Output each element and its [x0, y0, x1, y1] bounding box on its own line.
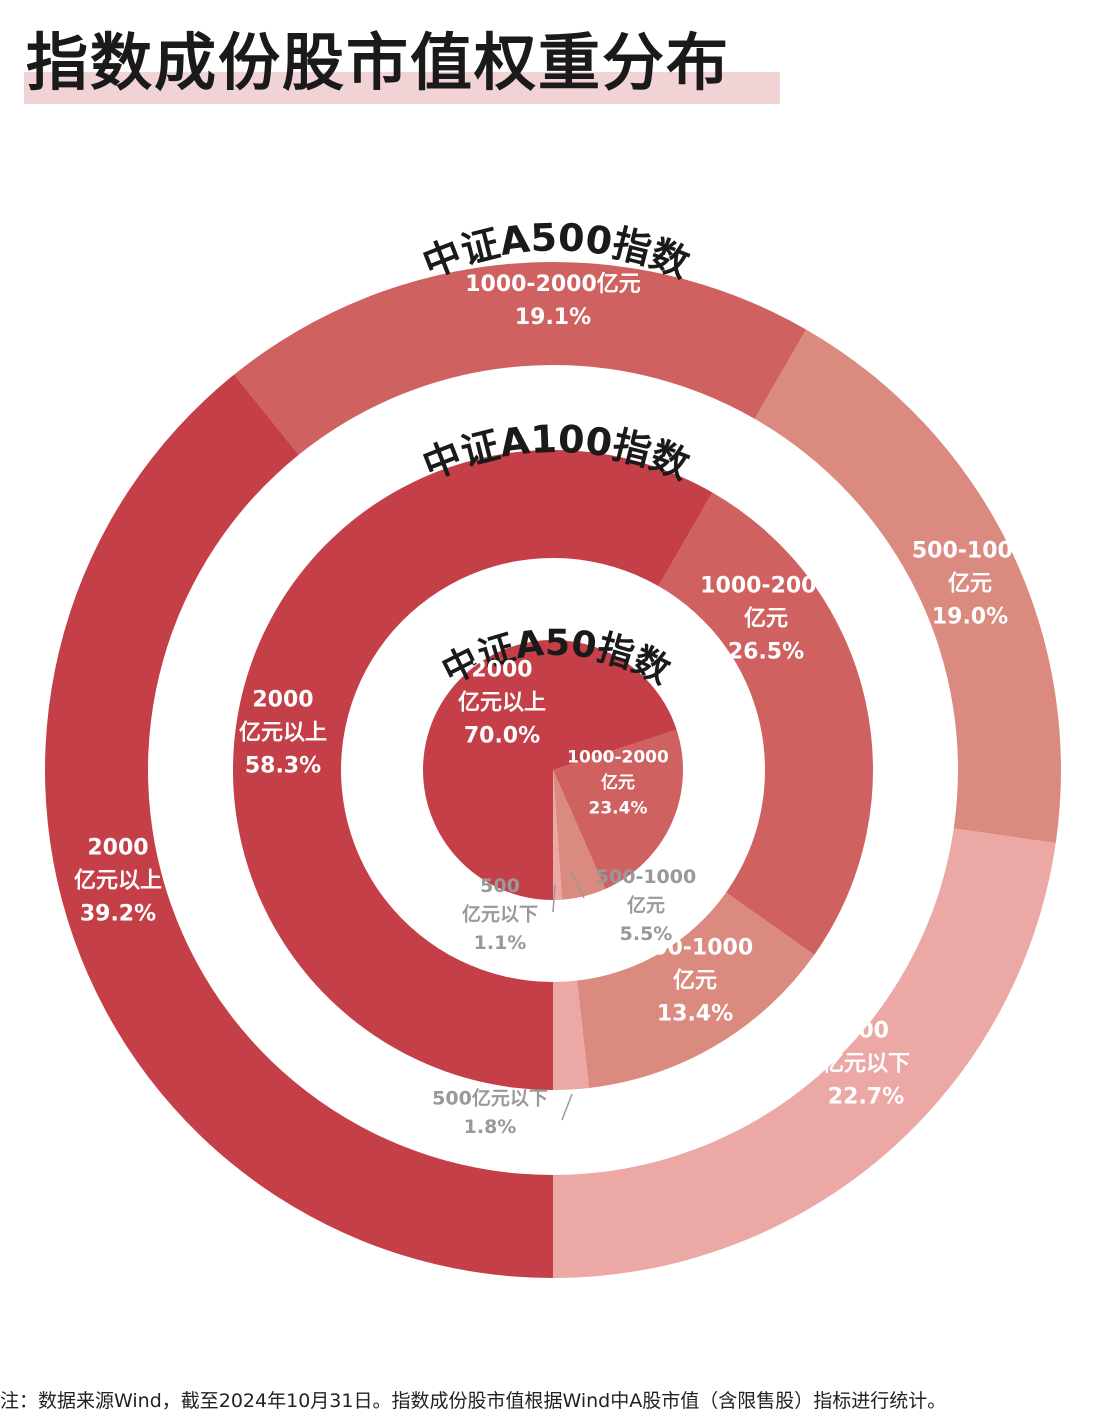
a100-slice-label-2-line-0: 500-1000 [637, 936, 753, 961]
a50-slice-label-2-line-0: 500-1000 [596, 866, 696, 888]
a500-slice-label-3-line-1: 亿元以下 [822, 1052, 910, 1077]
a50-slice-label-1-line-1: 亿元 [601, 772, 635, 793]
a50-slice-3 [553, 770, 562, 901]
a50-slice-1 [553, 729, 683, 889]
a500-slice-1 [234, 262, 807, 455]
a500-slice-3 [553, 828, 1056, 1278]
a100-slice-1 [658, 492, 873, 955]
a100-slice-3 [553, 980, 590, 1090]
a100-slice-0 [233, 449, 713, 1090]
a100-slice-label-0: 2000 亿元以上 58.3% [239, 688, 327, 779]
a50-slice-label-0-line-2: 70.0% [464, 724, 540, 749]
a500-slice-label-3-line-0: 500 [843, 1019, 889, 1044]
a500-slice-label-0-line-1: 亿元以上 [74, 869, 162, 894]
a100-slice-label-3-line-0: 500亿元以下 [432, 1086, 548, 1109]
a50-slice-label-2-line-1: 亿元 [627, 894, 665, 917]
page-title: 指数成份股市值权重分布 [26, 26, 731, 99]
a50-slice-label-0-line-1: 亿元以上 [458, 691, 546, 716]
a50-slice-label-1-line-0: 1000-2000 [567, 747, 669, 767]
title-underline [24, 72, 780, 104]
a500-slice-label-2-line-2: 19.0% [932, 605, 1008, 630]
a500-slice-label-3-line-2: 22.7% [828, 1085, 904, 1110]
a100-slice-label-3-line-1: 1.8% [464, 1116, 517, 1138]
leader-line-0 [561, 1093, 573, 1121]
a50-slice-label-0: 2000 亿元以上 70.0% [458, 658, 546, 749]
a100-slice-label-0-line-2: 58.3% [245, 754, 321, 779]
a500-slice-label-0: 2000 亿元以上 39.2% [74, 836, 162, 927]
a100-slice-label-1: 1000-2000 亿元 26.5% [700, 574, 832, 665]
a500-slice-0 [44, 374, 553, 1278]
leader-line-1 [569, 869, 585, 899]
a100-slice-2 [576, 892, 815, 1088]
a100-slice-label-2-line-1: 亿元 [673, 969, 717, 994]
a500-slice-label-0-line-2: 39.2% [80, 902, 156, 927]
a100-slice-label-1-line-0: 1000-2000 [700, 574, 832, 599]
a50-slice-0 [423, 640, 677, 900]
a500-slice-label-2-line-1: 亿元 [948, 572, 992, 597]
a500-slice-label-1: 1000-2000亿元 19.1% [465, 272, 641, 330]
a50-slice-label-1: 1000-2000 亿元 23.4% [567, 747, 669, 818]
a100-slice-label-1-line-1: 亿元 [744, 607, 788, 632]
a100-slice-label-1-line-2: 26.5% [728, 640, 804, 665]
a50-slice-label-3-line-0: 500 [480, 875, 520, 897]
a50-slice-label-0-line-0: 2000 [471, 658, 532, 683]
a500-slice-label-1-line-1: 19.1% [515, 305, 591, 330]
a500-slice-label-0-line-0: 2000 [87, 836, 148, 861]
a50-slice-label-3-line-1: 亿元以下 [462, 903, 538, 926]
a100-slice-label-0-line-0: 2000 [252, 688, 313, 713]
a500-slice-2 [754, 329, 1061, 844]
a50-slice-label-1-line-2: 23.4% [589, 798, 648, 818]
a100-slice-label-2: 500-1000 亿元 13.4% [637, 936, 753, 1027]
leader-line-2 [552, 884, 556, 913]
title-block: 指数成份股市值权重分布 [24, 22, 780, 104]
a500-slice-label-2-line-0: 500-1000 [912, 539, 1028, 564]
a50-slice-label-2: 500-1000 亿元 5.5% [596, 866, 696, 945]
a50-slice-label-3-line-2: 1.1% [474, 932, 527, 954]
a500-slice-label-1-line-0: 1000-2000亿元 [465, 272, 641, 297]
footnote: 注：数据来源Wind，截至2024年10月31日。指数成份股市值根据Wind中A… [0, 1390, 947, 1412]
a50-slice-label-2-line-2: 5.5% [620, 923, 673, 945]
a100-slice-label-3: 500亿元以下 1.8% [432, 1086, 548, 1138]
a500-slice-label-2: 500-1000 亿元 19.0% [912, 539, 1028, 630]
a500-slice-label-3: 500 亿元以下 22.7% [822, 1019, 910, 1110]
a50-slice-label-3: 500 亿元以下 1.1% [462, 875, 538, 954]
a50-slice-2 [553, 770, 606, 900]
a100-slice-label-0-line-1: 亿元以上 [239, 721, 327, 746]
a100-slice-label-2-line-2: 13.4% [657, 1002, 733, 1027]
